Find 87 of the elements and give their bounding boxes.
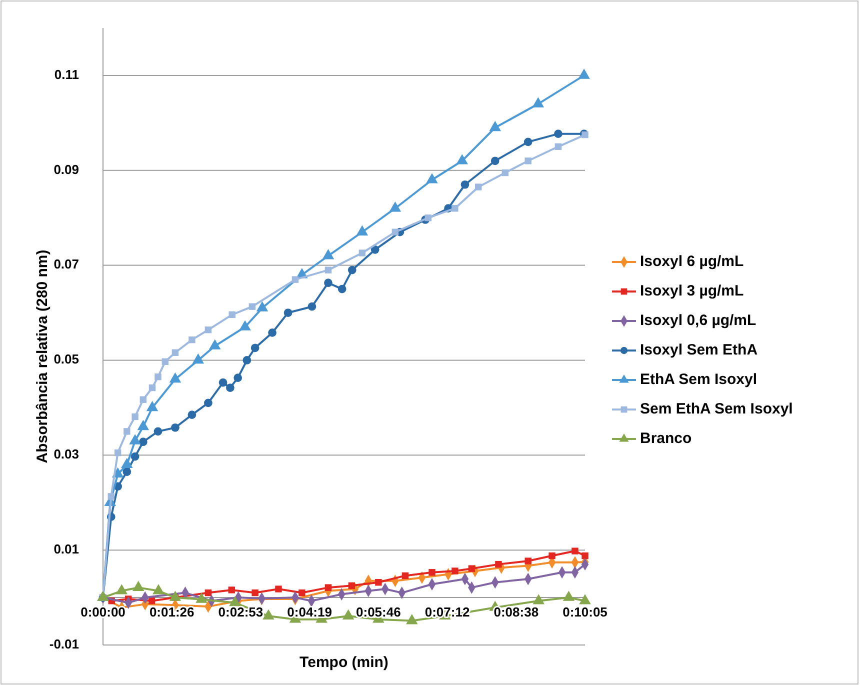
point bbox=[524, 558, 532, 564]
legend-label: Isoxyl 6 µg/mL bbox=[640, 252, 744, 270]
point bbox=[162, 358, 169, 366]
point bbox=[130, 452, 140, 461]
point bbox=[428, 569, 436, 576]
y-axis-title: Absorbância relativa (280 nm) bbox=[34, 250, 51, 464]
point bbox=[226, 384, 234, 392]
point bbox=[358, 250, 366, 256]
point bbox=[124, 428, 130, 435]
point bbox=[234, 374, 242, 382]
point bbox=[452, 568, 458, 574]
x-tick-label: 0:01:26 bbox=[149, 604, 194, 620]
point bbox=[572, 548, 578, 554]
point bbox=[154, 373, 162, 380]
point bbox=[188, 336, 196, 344]
point bbox=[324, 584, 332, 591]
point bbox=[242, 356, 252, 364]
point bbox=[370, 245, 380, 254]
x-tick-label: 0:04:19 bbox=[287, 604, 332, 620]
point bbox=[524, 158, 532, 164]
point bbox=[218, 378, 228, 387]
point bbox=[554, 143, 562, 150]
y-tick-label: 0.01 bbox=[54, 542, 79, 557]
point bbox=[324, 266, 332, 274]
point bbox=[495, 560, 502, 568]
point bbox=[108, 493, 114, 500]
point bbox=[452, 205, 458, 212]
point bbox=[172, 349, 179, 356]
point bbox=[248, 303, 256, 310]
point bbox=[204, 589, 212, 596]
y-tick-label: 0.09 bbox=[54, 162, 79, 177]
x-tick-label: 0:05:46 bbox=[356, 604, 401, 620]
point bbox=[140, 396, 147, 403]
point bbox=[338, 284, 346, 294]
point bbox=[228, 586, 235, 594]
point bbox=[292, 276, 299, 283]
point bbox=[284, 308, 292, 317]
point bbox=[475, 184, 482, 190]
point bbox=[154, 427, 162, 436]
point bbox=[348, 266, 356, 274]
point bbox=[204, 398, 212, 408]
point bbox=[171, 423, 180, 432]
legend-label: Sem EthA Sem Isoxyl bbox=[640, 400, 793, 418]
point bbox=[348, 582, 356, 590]
point bbox=[250, 344, 260, 352]
point bbox=[375, 578, 382, 586]
point bbox=[138, 438, 148, 446]
x-tick-label: 0:10:05 bbox=[562, 604, 608, 620]
point bbox=[582, 552, 588, 560]
point bbox=[424, 214, 432, 222]
y-tick-label: 0.03 bbox=[54, 446, 79, 462]
point bbox=[268, 328, 276, 337]
legend-label: Isoxyl Sem EthA bbox=[640, 341, 758, 358]
point bbox=[122, 468, 132, 476]
x-tick-label: 0:08:38 bbox=[494, 604, 539, 620]
x-axis-title: Tempo (min) bbox=[300, 654, 388, 671]
point bbox=[402, 572, 409, 580]
y-tick-label: -0.01 bbox=[49, 636, 79, 652]
point bbox=[324, 278, 332, 288]
point bbox=[148, 598, 156, 604]
point bbox=[548, 552, 556, 560]
point bbox=[204, 326, 212, 334]
point bbox=[490, 156, 500, 166]
point bbox=[554, 130, 562, 138]
legend-label: Isoxyl 3 µg/mL bbox=[640, 282, 744, 300]
point bbox=[188, 410, 196, 419]
point bbox=[252, 589, 258, 596]
point bbox=[308, 302, 316, 311]
point bbox=[460, 180, 470, 189]
point bbox=[275, 586, 282, 592]
y-tick-label: 0.05 bbox=[54, 352, 79, 367]
point bbox=[298, 589, 306, 596]
point bbox=[148, 384, 156, 392]
point bbox=[392, 228, 399, 236]
point bbox=[114, 449, 122, 456]
legend-label: EthA Sem Isoxyl bbox=[640, 370, 757, 388]
point bbox=[132, 413, 138, 420]
point bbox=[468, 565, 476, 572]
x-tick-label: 0:00:00 bbox=[80, 604, 126, 620]
x-tick-label: 0:02:53 bbox=[218, 604, 264, 620]
point bbox=[228, 311, 236, 318]
y-tick-label: 0.11 bbox=[54, 66, 79, 82]
legend-label: Isoxyl 0,6 µg/mL bbox=[640, 312, 756, 329]
legend-label: Branco bbox=[640, 430, 692, 447]
y-tick-label: 0.07 bbox=[54, 256, 79, 272]
point bbox=[524, 138, 532, 146]
point bbox=[502, 169, 508, 176]
